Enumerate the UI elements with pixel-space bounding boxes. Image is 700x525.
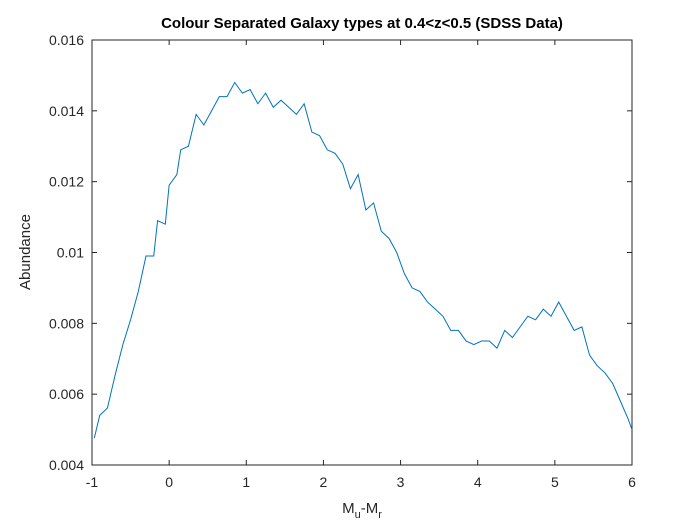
x-label-part: -M <box>361 500 379 517</box>
chart-title: Colour Separated Galaxy types at 0.4<z<0… <box>161 15 563 32</box>
y-tick-label: 0.012 <box>49 174 84 190</box>
y-axis-label: Abundance <box>17 214 34 290</box>
x-tick-label: 0 <box>165 474 173 490</box>
x-label-sub: u <box>355 509 361 521</box>
x-tick-label: 5 <box>551 474 559 490</box>
x-tick-label: 2 <box>320 474 328 490</box>
y-tick-label: 0.006 <box>49 386 84 402</box>
x-tick-label: 1 <box>242 474 250 490</box>
x-label-part: M <box>342 500 355 517</box>
y-tick-label: 0.016 <box>49 32 84 48</box>
x-axis-label: Mu-Mr <box>342 500 382 521</box>
y-tick-label: 0.01 <box>57 245 84 261</box>
y-tick-label: 0.008 <box>49 315 84 331</box>
y-tick-label: 0.004 <box>49 457 84 473</box>
x-tick-label: 6 <box>628 474 636 490</box>
data-line <box>93 81 633 439</box>
x-label-sub: r <box>378 509 382 521</box>
x-tick-label: 3 <box>397 474 405 490</box>
x-tick-label: -1 <box>86 474 99 490</box>
x-tick-label: 4 <box>474 474 482 490</box>
y-tick-label: 0.014 <box>49 103 84 119</box>
